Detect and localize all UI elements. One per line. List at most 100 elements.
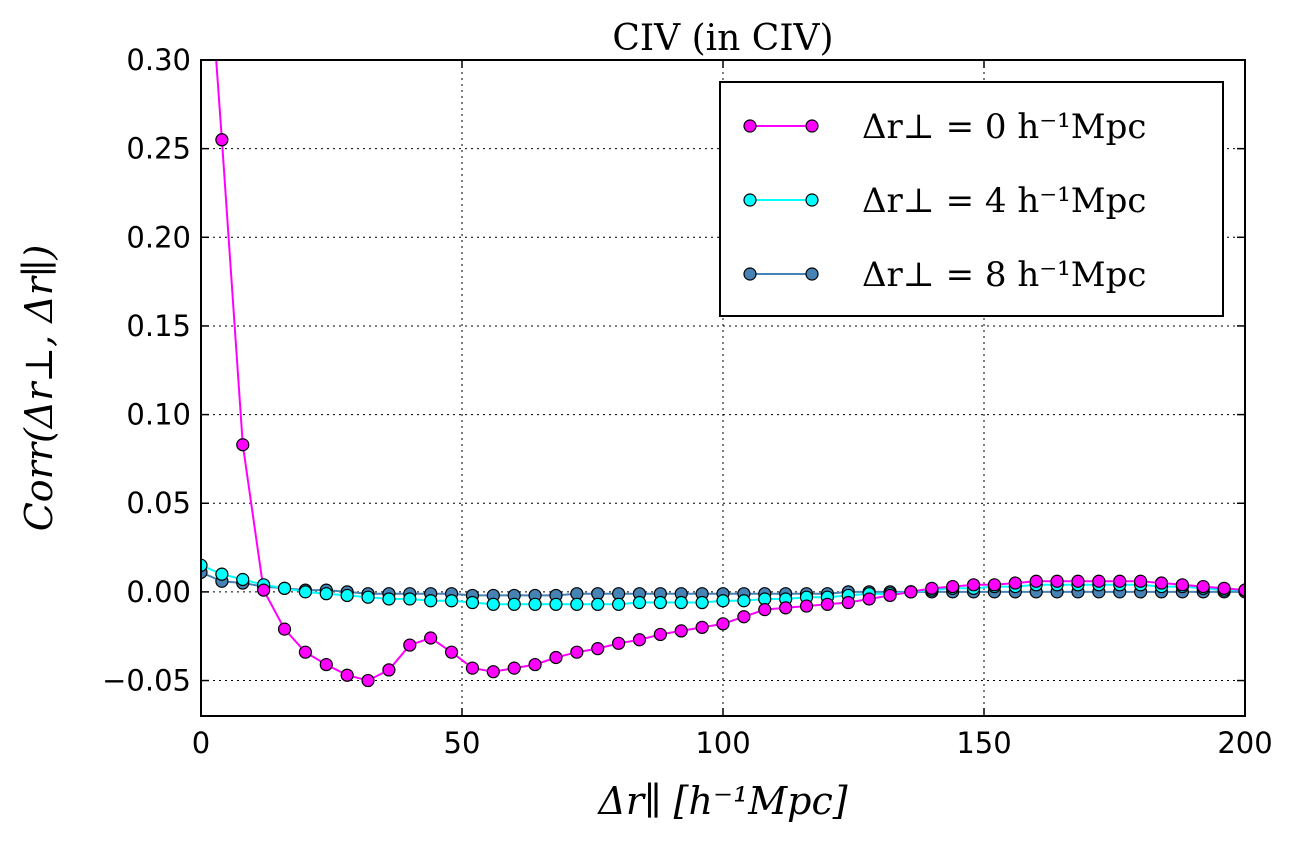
- data-point-s0-41: [1050, 574, 1064, 588]
- data-point-s0-34: [904, 585, 918, 599]
- data-point-s0-10: [403, 638, 417, 652]
- data-point-s1-19: [591, 597, 605, 611]
- data-point-s0-43: [1092, 574, 1106, 588]
- legend-label-2: Δr⊥ = 8 h⁻¹Mpc: [862, 255, 1146, 295]
- data-point-s0-42: [1071, 574, 1085, 588]
- data-point-s1-7: [340, 588, 354, 603]
- data-point-s1-17: [549, 597, 563, 611]
- data-point-s0-20: [611, 636, 626, 650]
- data-point-s1-22: [653, 595, 667, 610]
- data-point-s0-45: [1133, 574, 1148, 588]
- y-axis-ticks: −0.05 0.00 0.05 0.10 0.15 0.20 0.25 0.30: [102, 43, 1245, 698]
- data-point-s0-40: [1029, 574, 1043, 588]
- data-point-s0-9: [382, 663, 396, 677]
- legend-marker-end-2: [805, 267, 819, 281]
- y-tick-label-2: 0.05: [126, 486, 191, 520]
- data-point-s0-50: [1238, 583, 1245, 597]
- y-tick-label-7: 0.30: [126, 43, 191, 77]
- x-tick-label-2: 100: [695, 726, 750, 760]
- data-point-s0-17: [549, 650, 563, 665]
- data-point-s1-18: [570, 597, 584, 611]
- data-point-s0-23: [674, 624, 688, 638]
- data-point-s0-26: [737, 610, 751, 624]
- data-point-s0-8: [361, 673, 375, 688]
- data-point-s0-4: [277, 622, 292, 636]
- x-axis-label: Δr∥ [h⁻¹Mpc]: [596, 779, 847, 823]
- data-point-s0-32: [862, 592, 876, 606]
- data-point-s1-24: [695, 595, 709, 610]
- data-point-s0-21: [632, 633, 647, 647]
- legend-marker-1: [743, 193, 757, 207]
- data-point-s0-48: [1196, 579, 1210, 594]
- data-point-s1-20: [611, 597, 626, 611]
- x-tick-label-4: 200: [1217, 726, 1272, 760]
- data-point-s0-18: [570, 645, 584, 659]
- plot-frame: [200, 59, 1246, 717]
- series-points: [201, 133, 1245, 688]
- data-point-s0-19: [591, 642, 605, 656]
- data-point-s0-35: [925, 581, 939, 595]
- data-point-s1-12: [444, 594, 459, 608]
- data-point-s1-15: [507, 597, 521, 611]
- data-point-s0-27: [758, 603, 772, 617]
- x-tick-label-1: 50: [444, 726, 481, 760]
- data-point-s0-47: [1175, 578, 1189, 592]
- data-point-s1-13: [465, 595, 480, 610]
- data-point-s1-16: [528, 597, 542, 611]
- data-point-s1-6: [319, 587, 333, 601]
- data-point-s1-9: [382, 592, 396, 606]
- data-point-s1-2: [236, 572, 250, 587]
- data-point-s0-31: [841, 595, 855, 610]
- data-point-s0-36: [946, 579, 960, 594]
- data-point-s0-49: [1217, 581, 1231, 595]
- data-point-s0-30: [820, 597, 835, 611]
- data-point-s0-16: [528, 657, 542, 672]
- data-point-s0-6: [319, 657, 333, 672]
- legend-marker-end-0: [805, 119, 819, 133]
- legend-label-1: Δr⊥ = 4 h⁻¹Mpc: [862, 181, 1146, 221]
- data-point-s0-28: [779, 601, 793, 615]
- y-tick-label-1: 0.00: [126, 575, 191, 609]
- legend: Δr⊥ = 0 h⁻¹Mpc Δr⊥ = 4 h⁻¹Mpc Δr⊥ = 8 h⁻¹M…: [719, 81, 1224, 317]
- data-point-s0-5: [298, 645, 312, 659]
- data-point-s0-11: [424, 631, 438, 645]
- data-point-s1-8: [361, 590, 375, 604]
- series-0-markers: [215, 133, 1245, 688]
- y-tick-label-3: 0.10: [126, 398, 191, 432]
- x-axis-ticks: 0 50 100 150 200: [192, 60, 1273, 760]
- x-tick-label-0: 0: [192, 726, 210, 760]
- data-point-s0-25: [716, 617, 730, 631]
- data-point-s1-1: [215, 567, 229, 581]
- data-point-s1-11: [424, 594, 438, 608]
- data-point-s0-15: [507, 661, 521, 675]
- data-point-s0-7: [340, 668, 354, 682]
- data-point-s0-44: [1113, 574, 1127, 588]
- data-point-s0-24: [695, 620, 709, 634]
- data-point-s0-33: [883, 588, 897, 603]
- data-point-s0-3: [257, 583, 271, 597]
- y-tick-label-4: 0.15: [126, 309, 191, 343]
- data-point-s0-13: [465, 661, 480, 675]
- chart-title: CIV (in CIV): [612, 18, 833, 59]
- legend-marker-0: [743, 119, 757, 133]
- data-point-s0-1: [215, 133, 229, 147]
- data-point-s1-21: [632, 595, 647, 610]
- series-1-markers: [201, 558, 1245, 611]
- data-point-s0-22: [653, 627, 667, 642]
- data-point-s1-26: [737, 594, 751, 608]
- y-tick-label-0: −0.05: [102, 664, 191, 698]
- data-point-s1-14: [486, 597, 500, 611]
- data-point-s1-10: [403, 592, 417, 606]
- data-point-s0-12: [444, 645, 459, 659]
- x-tick-label-3: 150: [956, 726, 1011, 760]
- legend-label-0: Δr⊥ = 0 h⁻¹Mpc: [862, 107, 1146, 147]
- data-point-s1-0: [201, 558, 208, 572]
- y-axis-label: Corr(Δr⊥, Δr∥): [17, 245, 61, 532]
- data-point-s1-5: [298, 585, 312, 599]
- y-tick-label-6: 0.25: [126, 132, 191, 166]
- data-point-s1-4: [277, 581, 292, 595]
- data-point-s0-38: [987, 578, 1002, 592]
- data-point-s0-2: [236, 438, 250, 452]
- data-point-s1-25: [716, 594, 730, 608]
